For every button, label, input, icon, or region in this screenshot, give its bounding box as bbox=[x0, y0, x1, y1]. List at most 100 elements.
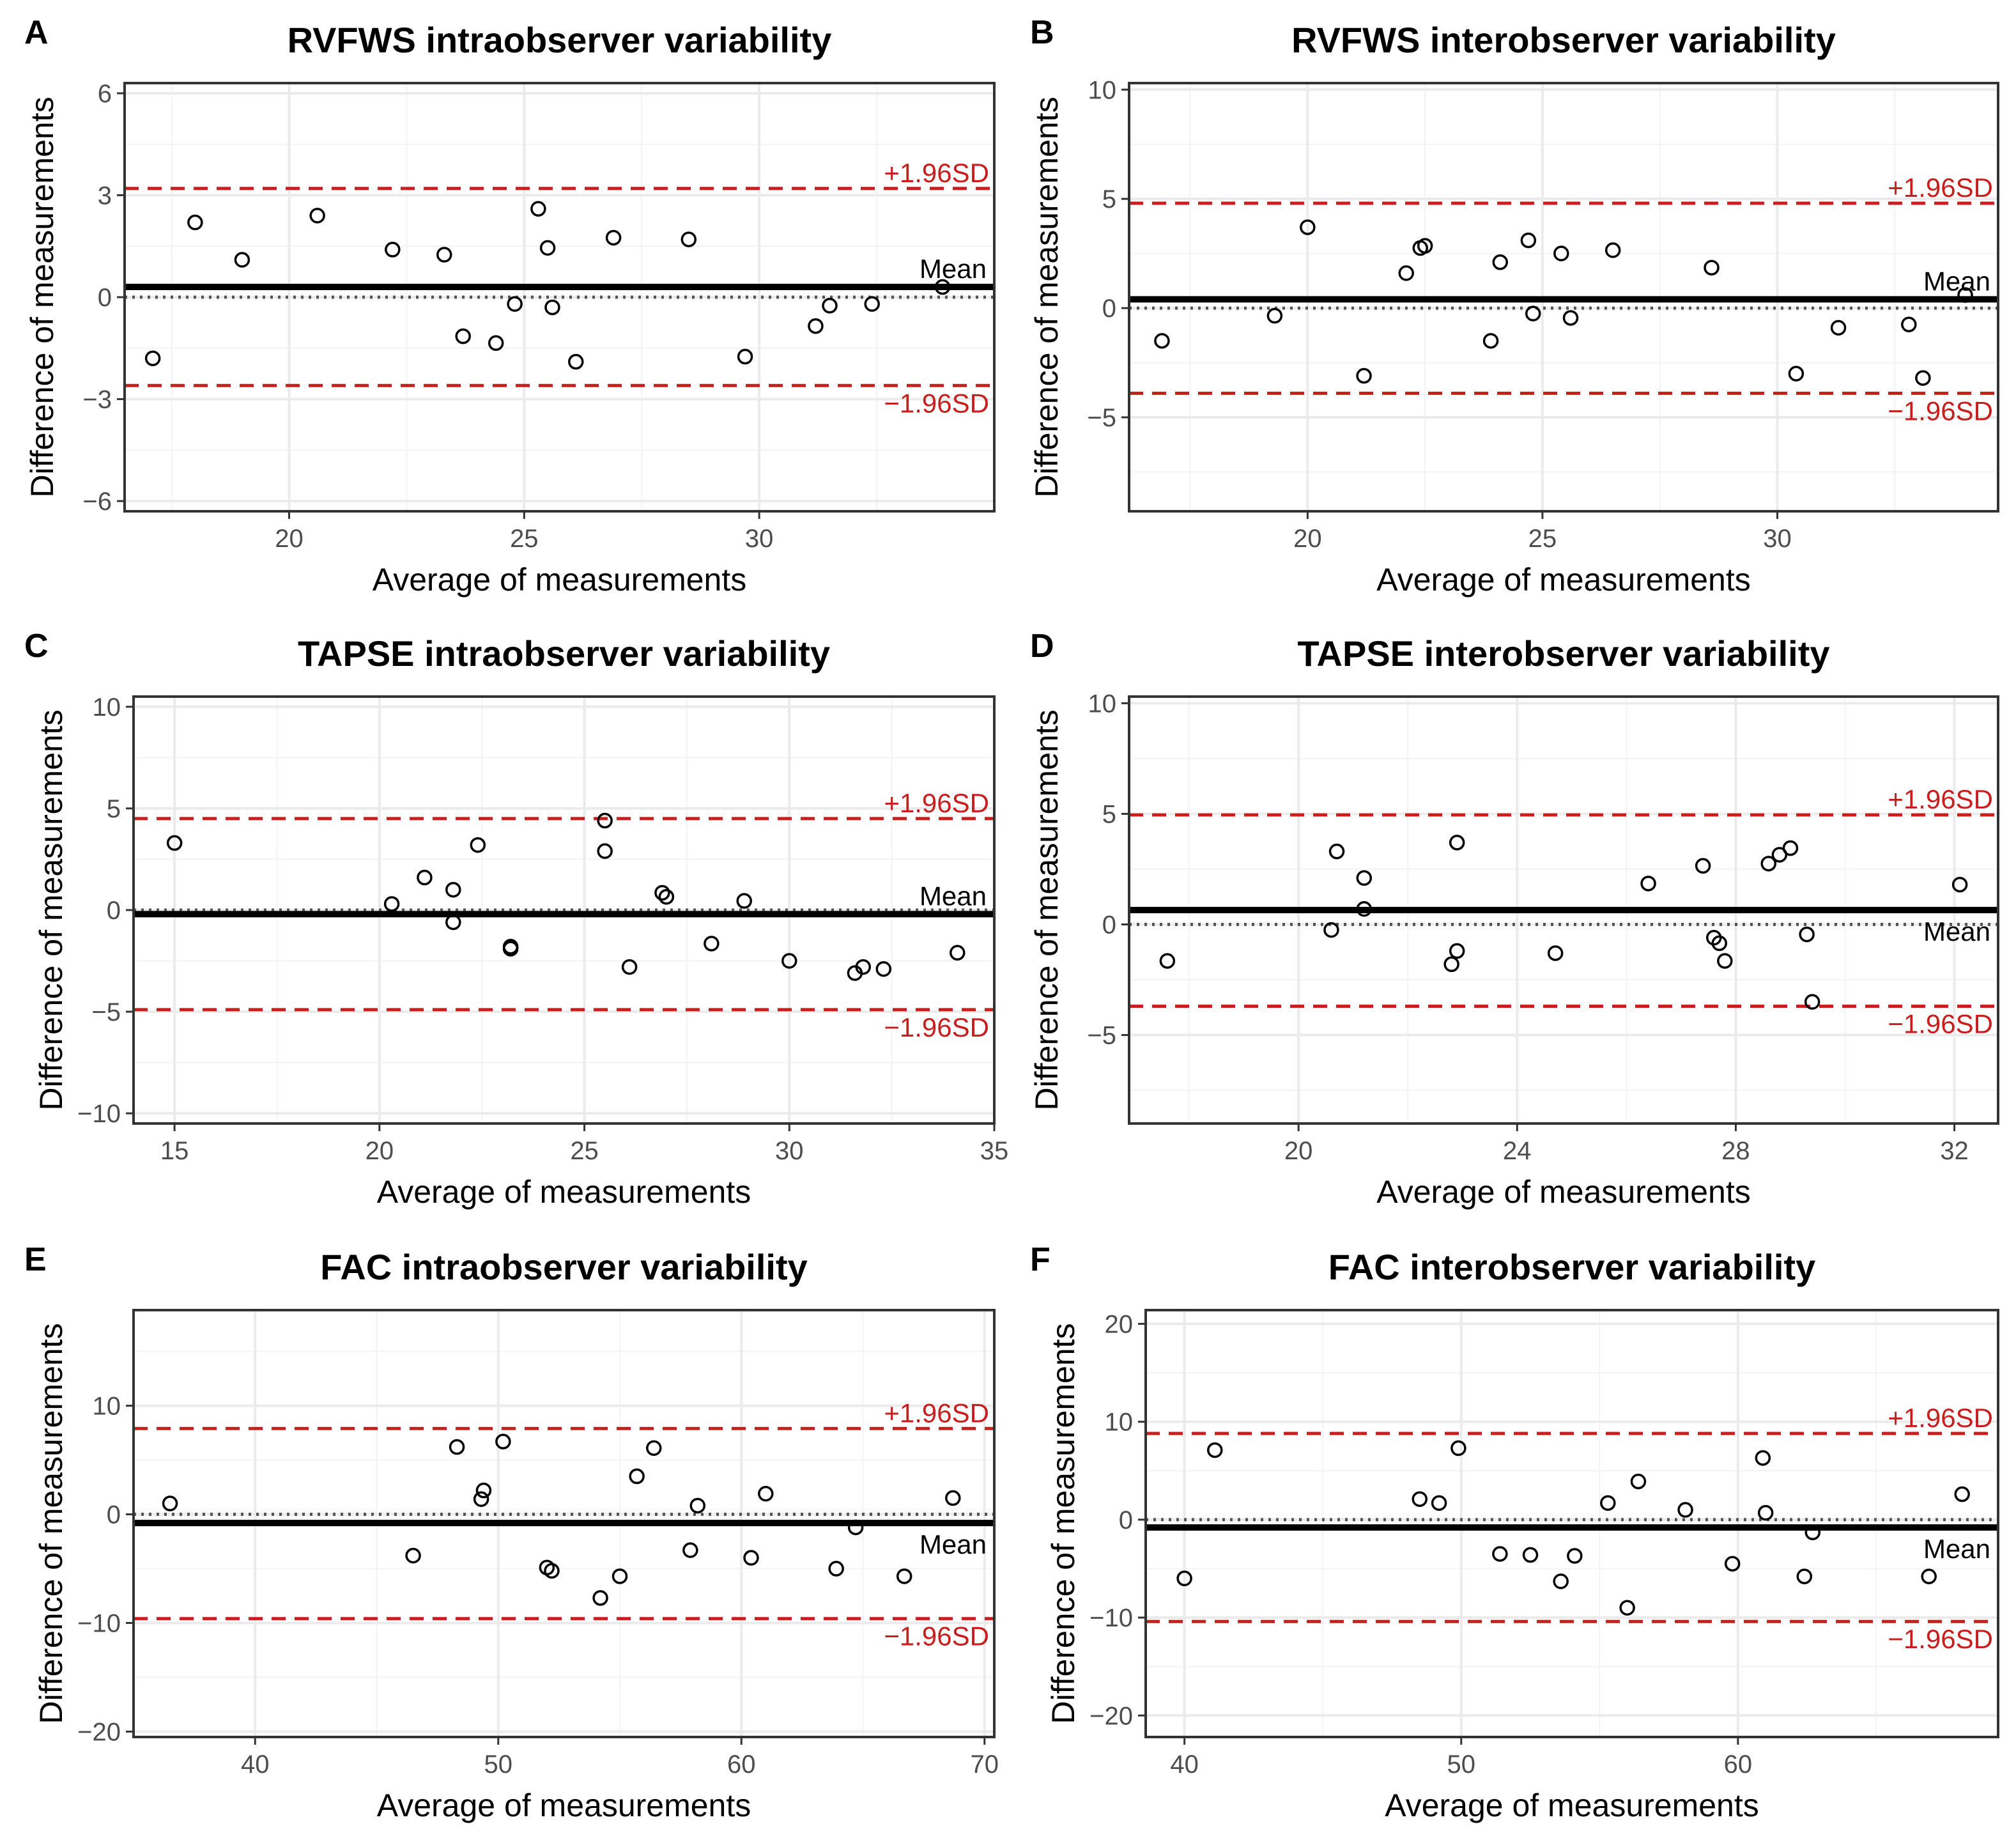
data-point bbox=[417, 869, 433, 886]
data-point bbox=[1695, 858, 1711, 874]
y-axis-title: Difference of measurements bbox=[1045, 1323, 1081, 1724]
data-point bbox=[743, 1550, 759, 1566]
data-point bbox=[1724, 1556, 1741, 1572]
plot-background bbox=[1146, 1310, 1998, 1737]
data-point bbox=[1207, 1442, 1223, 1458]
data-point bbox=[1921, 1568, 1937, 1584]
data-point bbox=[896, 1568, 912, 1584]
y-tick-label: 10 bbox=[1088, 690, 1117, 718]
data-point bbox=[1547, 945, 1564, 961]
data-point bbox=[1417, 238, 1433, 254]
data-point bbox=[682, 1542, 698, 1558]
data-point bbox=[1757, 1504, 1774, 1521]
data-point bbox=[1804, 994, 1820, 1010]
data-point bbox=[597, 812, 613, 829]
data-point bbox=[1449, 835, 1465, 851]
data-point bbox=[1492, 254, 1509, 270]
data-point bbox=[1525, 305, 1541, 321]
panel-c: +1.96SD −1.96SD Mean 15 20 25 30 35 −10 −5 0 5 10 Ave… bbox=[24, 628, 1008, 1210]
data-point bbox=[470, 837, 486, 853]
panel-title: RVFWS interobserver variability bbox=[1291, 20, 1836, 60]
panel-d: +1.96SD −1.96SD Mean 20 24 28 32 −5 0 5 10 Average … bbox=[1029, 628, 1999, 1210]
data-point bbox=[934, 279, 951, 295]
panel-b: +1.96SD −1.96SD Mean 20 25 30 −5 0 5 10 Average of… bbox=[1029, 14, 1999, 598]
data-point bbox=[1522, 1547, 1539, 1563]
data-point bbox=[507, 296, 523, 312]
y-tick-label: −10 bbox=[77, 1610, 121, 1638]
data-point bbox=[1482, 333, 1499, 349]
data-point bbox=[1677, 1502, 1693, 1518]
y-tick-label: 0 bbox=[107, 1501, 121, 1529]
data-point bbox=[1771, 847, 1788, 863]
data-point bbox=[1300, 219, 1316, 235]
data-point bbox=[1356, 367, 1372, 384]
data-point bbox=[144, 350, 161, 366]
y-axis-title: Difference of measurements bbox=[1029, 97, 1065, 497]
data-point bbox=[597, 843, 613, 860]
data-point bbox=[1492, 1546, 1508, 1562]
y-tick-label: −20 bbox=[1089, 1702, 1133, 1730]
data-point bbox=[475, 1482, 492, 1499]
data-point bbox=[592, 1590, 608, 1606]
data-point bbox=[1717, 953, 1733, 969]
x-tick-label: 15 bbox=[160, 1137, 189, 1165]
x-tick-label: 60 bbox=[727, 1750, 756, 1779]
data-point bbox=[1755, 1450, 1771, 1466]
mean-label: Mean bbox=[1923, 1534, 1990, 1564]
plot-frame bbox=[1128, 695, 1999, 1125]
data-point bbox=[1830, 320, 1847, 336]
data-point bbox=[166, 835, 183, 851]
data-point bbox=[473, 1491, 489, 1508]
y-tick-label: 0 bbox=[1102, 295, 1116, 323]
data-point bbox=[654, 884, 670, 901]
mean-label: Mean bbox=[1923, 266, 1990, 296]
x-axis-title: Average of measurements bbox=[1376, 1174, 1751, 1210]
data-point bbox=[1154, 333, 1170, 349]
x-tick-label: 24 bbox=[1503, 1137, 1532, 1165]
y-tick-label: 0 bbox=[1119, 1506, 1133, 1534]
panel-letter: C bbox=[24, 628, 49, 665]
y-axis-title: Difference of measurements bbox=[24, 97, 60, 497]
y-axis-title: Difference of measurements bbox=[33, 1323, 69, 1724]
data-point bbox=[646, 1440, 662, 1456]
y-tick-label: 10 bbox=[93, 1393, 121, 1421]
y-tick-label: −10 bbox=[77, 1100, 121, 1128]
x-tick-label: 20 bbox=[365, 1137, 394, 1165]
data-point bbox=[1520, 232, 1537, 249]
plot-frame bbox=[132, 1309, 996, 1738]
data-point bbox=[822, 298, 838, 314]
x-axis-title: Average of measurements bbox=[377, 1788, 751, 1823]
data-point bbox=[544, 1563, 560, 1579]
lower-limit-label: −1.96SD bbox=[1888, 1624, 1993, 1654]
x-tick-label: 25 bbox=[1528, 525, 1557, 553]
data-point bbox=[449, 1439, 465, 1455]
panel-e: +1.96SD −1.96SD Mean 40 50 60 70 −20 −10 0 10 Avera… bbox=[24, 1241, 999, 1823]
y-tick-label: 10 bbox=[1105, 1409, 1134, 1437]
y-tick-label: −10 bbox=[1089, 1604, 1133, 1632]
data-point bbox=[658, 889, 675, 905]
data-point bbox=[736, 893, 752, 909]
data-point bbox=[681, 231, 697, 247]
data-point bbox=[621, 959, 638, 975]
plot-area: +1.96SD −1.96SD Mean bbox=[1146, 1310, 1998, 1737]
data-point bbox=[781, 953, 797, 969]
panel-title: RVFWS intraobserver variability bbox=[288, 20, 832, 60]
data-point bbox=[445, 881, 461, 898]
mean-label: Mean bbox=[920, 1529, 987, 1559]
data-point bbox=[605, 229, 622, 246]
lower-limit-label: −1.96SD bbox=[884, 388, 989, 418]
y-axis-title: Difference of measurements bbox=[33, 709, 69, 1110]
y-tick-label: −5 bbox=[91, 998, 121, 1026]
data-point bbox=[488, 335, 504, 351]
data-point bbox=[828, 1561, 844, 1577]
data-point bbox=[1449, 943, 1465, 959]
panel-title: FAC intraobserver variability bbox=[320, 1247, 808, 1287]
y-tick-label: 5 bbox=[1102, 800, 1116, 828]
x-axis-title: Average of measurements bbox=[1376, 562, 1751, 598]
x-axis-title: Average of measurements bbox=[1385, 1788, 1759, 1823]
data-point bbox=[758, 1486, 774, 1502]
data-point bbox=[1356, 901, 1373, 917]
data-point bbox=[1704, 259, 1720, 276]
y-tick-label: 10 bbox=[93, 693, 121, 722]
data-point bbox=[704, 936, 719, 952]
